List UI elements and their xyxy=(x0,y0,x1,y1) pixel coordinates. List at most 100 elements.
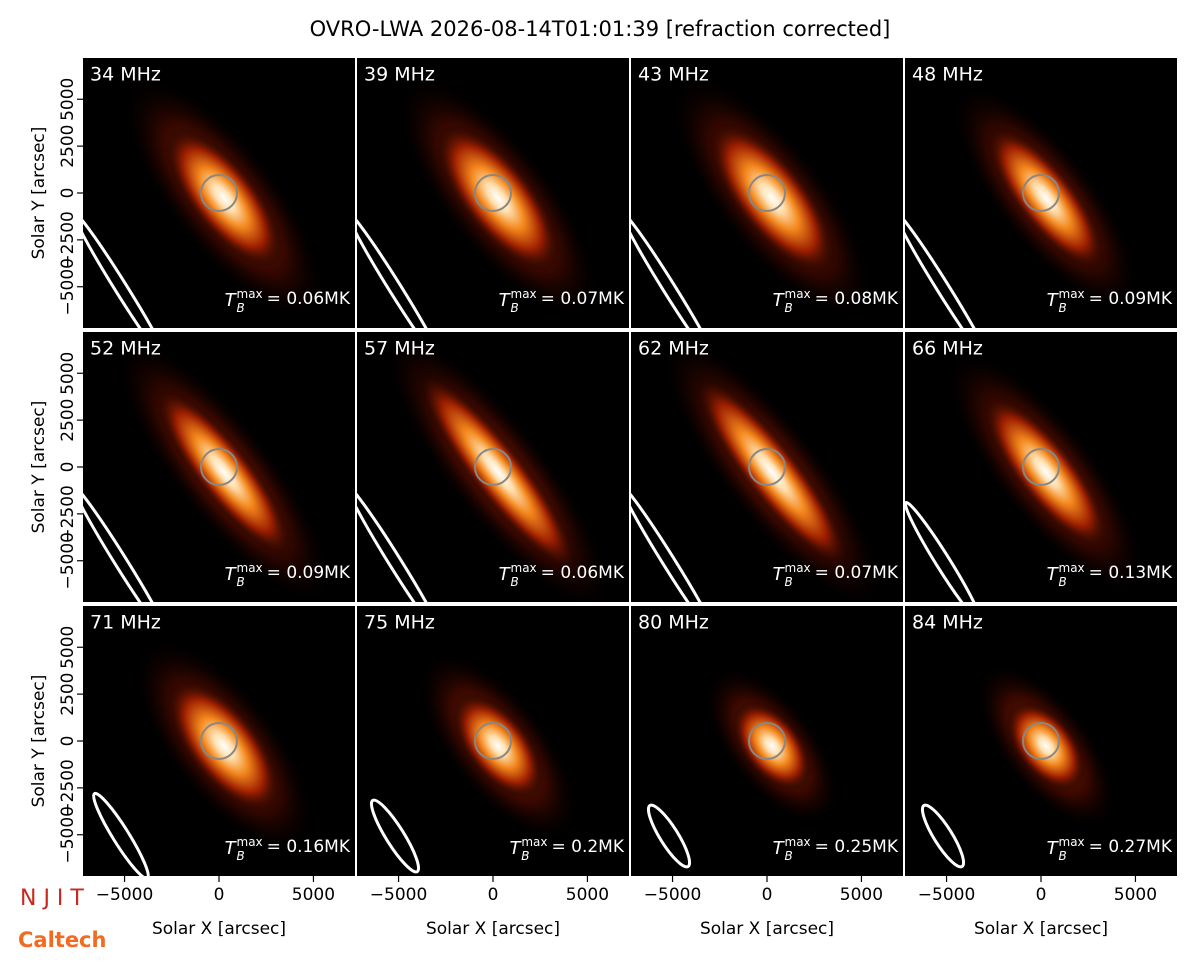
solar-disk xyxy=(748,722,786,760)
frequency-label: 39 MHz xyxy=(364,64,435,86)
tb-symbol: T xyxy=(225,838,238,859)
tb-max-value: = 0.07MK xyxy=(541,289,625,309)
solar-disk xyxy=(474,722,512,760)
tb-sup: max xyxy=(511,287,537,301)
tb-symbol: T xyxy=(773,838,786,859)
tb-max-value: = 0.08MK xyxy=(815,289,899,309)
tb-sub: B xyxy=(521,849,529,863)
emission-core xyxy=(435,123,561,273)
tb-symbol: T xyxy=(773,564,786,585)
solar-disk xyxy=(1022,722,1060,760)
x-axis-label: Solar X [arcsec] xyxy=(426,919,560,939)
x-tick-label: 0 xyxy=(762,885,773,905)
panel xyxy=(905,58,1177,328)
tb-sup: max xyxy=(511,561,537,575)
figure-title: OVRO-LWA 2026-08-14T01:01:39 [refraction… xyxy=(310,17,891,41)
tb-sub: B xyxy=(236,301,244,315)
emission-core xyxy=(155,387,293,557)
frequency-label: 52 MHz xyxy=(90,338,161,360)
x-tick-label: −5000 xyxy=(370,885,428,905)
panel xyxy=(631,58,903,328)
solar-disk xyxy=(200,174,238,212)
y-tick-label: −2500 xyxy=(58,759,78,817)
beam xyxy=(646,803,692,869)
emission-core xyxy=(708,122,836,274)
tb-max-value: = 0.09MK xyxy=(267,563,351,583)
emission-core xyxy=(165,127,283,269)
y-axis-label: Solar Y [arcsec] xyxy=(29,127,49,260)
emission-core xyxy=(982,394,1110,550)
y-tick-label: 2500 xyxy=(58,124,78,167)
y-tick-label: −2500 xyxy=(58,211,78,269)
solar-disk xyxy=(748,174,786,212)
beam xyxy=(369,798,421,874)
frequency-label: 71 MHz xyxy=(90,612,161,634)
solar-disk xyxy=(748,448,786,486)
emission-core xyxy=(986,126,1106,270)
tb-symbol: T xyxy=(1047,564,1060,585)
y-tick-label: 2500 xyxy=(58,672,78,715)
y-tick-label: 5000 xyxy=(58,78,78,121)
beam xyxy=(357,210,445,328)
solar-disk xyxy=(200,722,238,760)
tb-sup: max xyxy=(785,835,811,849)
y-tick-label: 0 xyxy=(58,736,78,747)
tb-symbol: T xyxy=(499,290,512,311)
tb-sup: max xyxy=(1059,561,1085,575)
y-tick-label: −5000 xyxy=(58,258,78,316)
x-tick-label: 0 xyxy=(214,885,225,905)
y-tick-label: −5000 xyxy=(58,806,78,864)
caltech-logo: Caltech xyxy=(18,928,106,952)
panel xyxy=(83,332,355,602)
emission-core xyxy=(1006,701,1086,791)
frequency-label: 43 MHz xyxy=(638,64,709,86)
y-tick-label: 5000 xyxy=(58,352,78,395)
x-tick-label: 5000 xyxy=(1114,885,1157,905)
beam xyxy=(631,484,719,602)
x-axis-label: Solar X [arcsec] xyxy=(700,919,834,939)
emission-core xyxy=(167,679,281,813)
y-tick-label: 2500 xyxy=(58,398,78,441)
y-tick-label: 5000 xyxy=(58,626,78,669)
tb-symbol: T xyxy=(773,290,786,311)
solar-disk xyxy=(474,174,512,212)
tb-max-value: = 0.07MK xyxy=(815,563,899,583)
tb-symbol: T xyxy=(225,564,238,585)
tb-sup: max xyxy=(785,561,811,575)
tb-symbol: T xyxy=(510,838,523,859)
frequency-label: 80 MHz xyxy=(638,612,709,634)
tb-max-value: = 0.06MK xyxy=(267,289,351,309)
emission-core xyxy=(732,701,812,791)
frequency-label: 34 MHz xyxy=(90,64,161,86)
tb-max-value: = 0.25MK xyxy=(815,837,899,857)
tb-max-value: = 0.27MK xyxy=(1089,837,1173,857)
tb-max-value: = 0.16MK xyxy=(267,837,351,857)
panel xyxy=(631,606,903,876)
tb-max-value: = 0.06MK xyxy=(541,563,625,583)
tb-sup: max xyxy=(237,561,263,575)
frequency-label: 75 MHz xyxy=(364,612,435,634)
x-axis-label: Solar X [arcsec] xyxy=(152,919,286,939)
beam xyxy=(83,484,171,602)
panel xyxy=(357,58,629,328)
tb-sup: max xyxy=(237,287,263,301)
frequency-label: 57 MHz xyxy=(364,338,435,360)
y-tick-label: 0 xyxy=(58,462,78,473)
y-axis-label: Solar Y [arcsec] xyxy=(29,675,49,808)
tb-sup: max xyxy=(1059,835,1085,849)
tb-sup: max xyxy=(237,835,263,849)
tb-sub: B xyxy=(1058,575,1066,589)
frequency-label: 62 MHz xyxy=(638,338,709,360)
x-tick-label: 0 xyxy=(1036,885,1047,905)
beam xyxy=(357,484,445,602)
tb-sub: B xyxy=(510,301,518,315)
tb-max-value: = 0.2MK xyxy=(552,837,625,857)
y-tick-label: −2500 xyxy=(58,485,78,543)
tb-sup: max xyxy=(1059,287,1085,301)
tb-max-value: = 0.13MK xyxy=(1089,563,1173,583)
x-tick-label: −5000 xyxy=(96,885,154,905)
beam xyxy=(83,210,171,328)
solar-disk xyxy=(200,448,238,486)
y-tick-label: −5000 xyxy=(58,532,78,590)
